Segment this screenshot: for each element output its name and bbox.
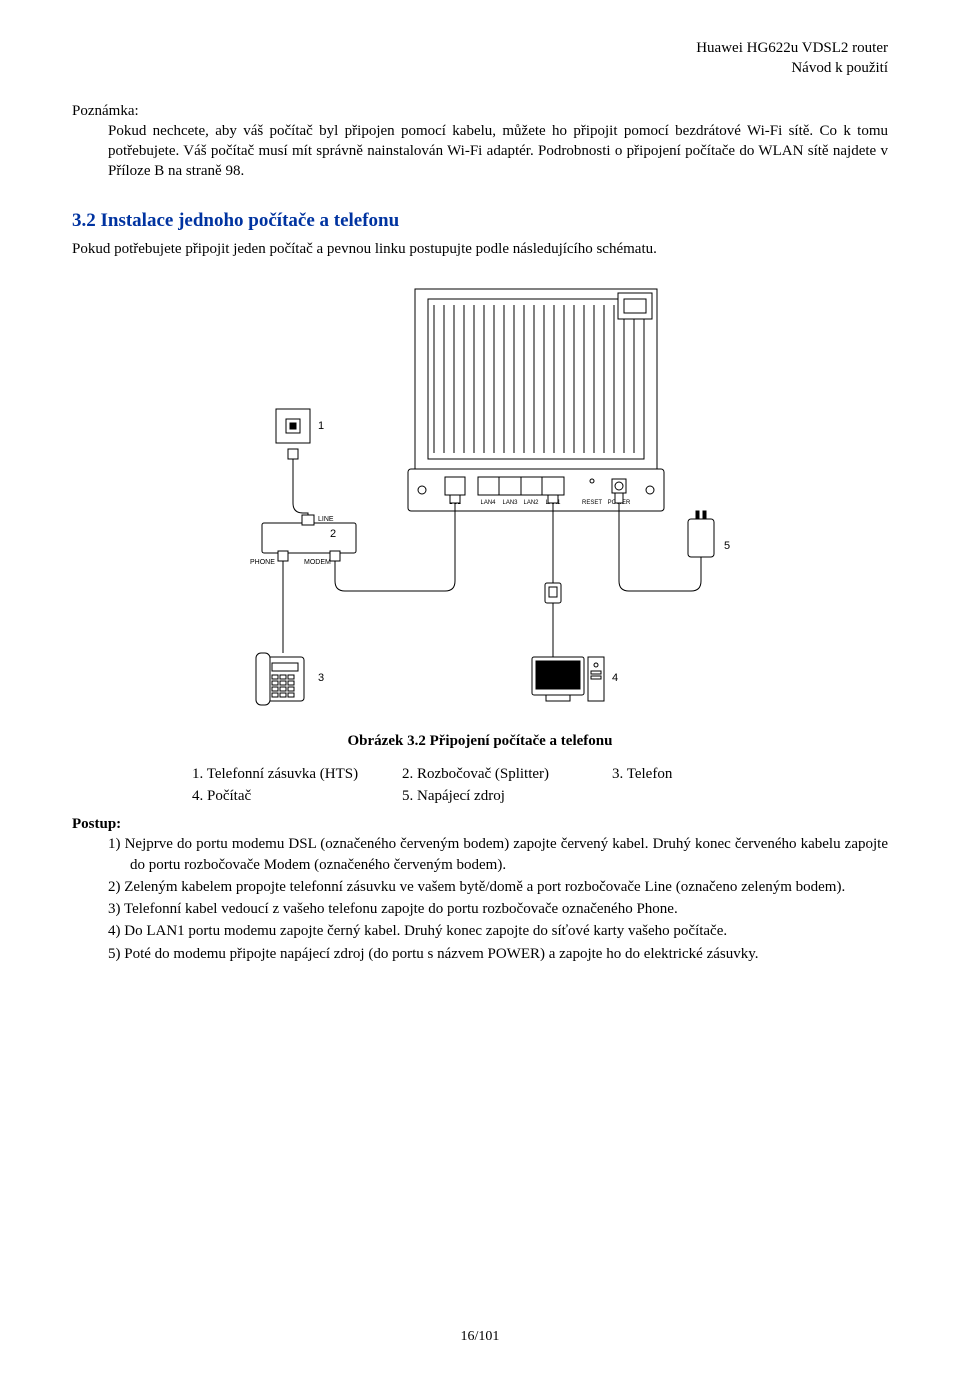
header-line-2: Návod k použití: [72, 58, 888, 78]
page-number: 16/101: [0, 1328, 960, 1347]
step-2: 2) Zeleným kabelem propojte telefonní zá…: [108, 877, 888, 897]
step-3: 3) Telefonní kabel vedoucí z vašeho tele…: [108, 899, 888, 919]
note-block: Poznámka: Pokud nechcete, aby váš počíta…: [72, 101, 888, 182]
svg-text:MODEM: MODEM: [304, 559, 331, 566]
svg-text:5: 5: [724, 540, 730, 552]
header-line-1: Huawei HG622u VDSL2 router: [72, 38, 888, 58]
legend-table: 1. Telefonní zásuvka (HTS) 2. Rozbočovač…: [192, 764, 888, 807]
svg-text:PHONE: PHONE: [250, 559, 275, 566]
legend-4: 4. Počítač: [192, 786, 372, 806]
figure-caption: Obrázek 3.2 Připojení počítače a telefon…: [72, 731, 888, 751]
svg-text:RESET: RESET: [582, 500, 602, 506]
step-1: 1) Nejprve do portu modemu DSL (označené…: [108, 834, 888, 875]
svg-text:LAN4: LAN4: [480, 500, 496, 506]
legend-5: 5. Napájecí zdroj: [402, 786, 582, 806]
svg-text:LAN2: LAN2: [523, 500, 539, 506]
legend-3: 3. Telefon: [612, 764, 792, 784]
procedure-steps: 1) Nejprve do portu modemu DSL (označené…: [108, 834, 888, 964]
section-intro: Pokud potřebujete připojit jeden počítač…: [72, 239, 888, 259]
legend-1: 1. Telefonní zásuvka (HTS): [192, 764, 372, 784]
legend-2: 2. Rozbočovač (Splitter): [402, 764, 582, 784]
svg-text:LAN3: LAN3: [502, 500, 518, 506]
note-label: Poznámka:: [72, 101, 888, 121]
svg-text:LINE: LINE: [318, 516, 334, 523]
page-header: Huawei HG622u VDSL2 router Návod k použi…: [72, 38, 888, 79]
svg-text:2: 2: [330, 528, 336, 540]
procedure-label: Postup:: [72, 814, 888, 834]
step-5: 5) Poté do modemu připojte napájecí zdro…: [108, 944, 888, 964]
step-4: 4) Do LAN1 portu modemu zapojte černý ka…: [108, 921, 888, 941]
svg-text:3: 3: [318, 672, 324, 684]
connection-diagram: DSL LAN4 LAN3 LAN2 LAN1 RESET POWER 1 LI…: [210, 281, 750, 721]
section-title: 3.2 Instalace jednoho počítače a telefon…: [72, 208, 888, 234]
svg-text:1: 1: [318, 420, 324, 432]
note-body: Pokud nechcete, aby váš počítač byl přip…: [108, 121, 888, 182]
svg-text:4: 4: [612, 672, 618, 684]
